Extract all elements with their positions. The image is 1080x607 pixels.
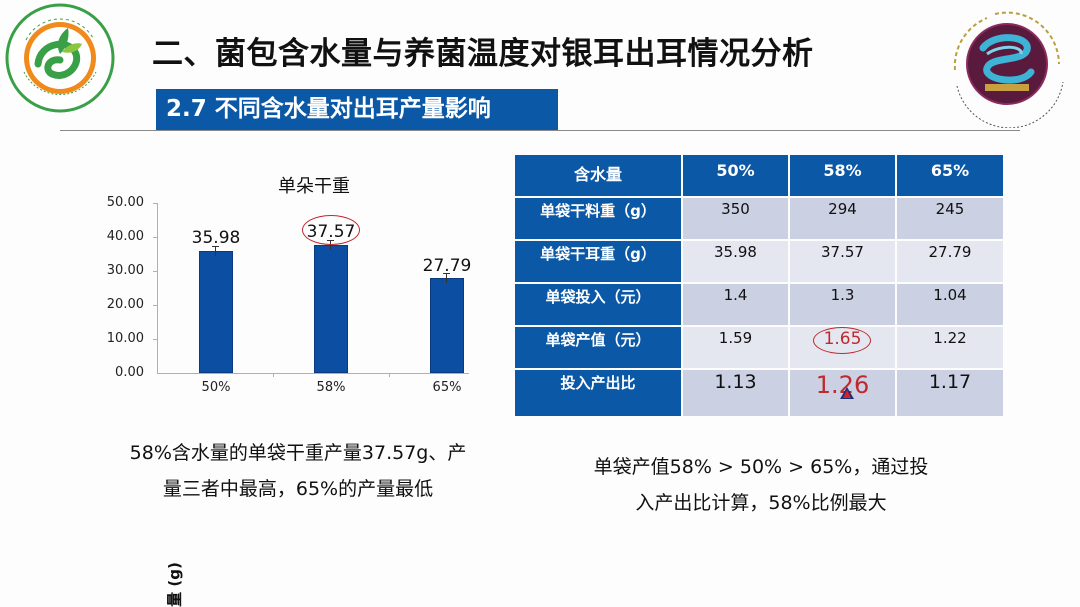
section-banner: 2.7 不同含水量对出耳产量影响: [156, 89, 558, 130]
divider: [60, 130, 1020, 131]
table-cell: 1.22: [897, 327, 1003, 368]
right-caption-line: 单袋产值58% > 50% > 65%，通过投: [593, 456, 929, 478]
table-header-cell: 65%: [897, 155, 1003, 196]
right-caption-line: 入产出比计算，58%比例最大: [635, 492, 887, 514]
error-cap: [443, 273, 450, 274]
y-tick: 0.00: [115, 365, 144, 380]
table-header-cell: 58%: [790, 155, 895, 196]
conference-logo: [935, 6, 1075, 129]
table-row-label: 单袋产值（元）: [515, 327, 681, 368]
error-bar: [446, 273, 447, 283]
bar-65: [430, 278, 464, 373]
right-caption: 单袋产值58% > 50% > 65%，通过投 入产出比计算，58%比例最大: [552, 449, 970, 521]
error-bar: [215, 246, 216, 256]
y-tick-mark: [153, 237, 157, 238]
highlight-ellipse: [302, 215, 360, 245]
error-bar: [330, 240, 331, 250]
table-cell: 35.98: [683, 241, 788, 282]
bar-value-label: 35.98: [191, 228, 241, 248]
table-cell: 1.13: [683, 370, 788, 416]
table-cell: 294: [790, 198, 895, 239]
error-cap: [212, 246, 219, 247]
bar-50: [199, 251, 233, 373]
y-tick-mark: [153, 203, 157, 204]
table-cell: 1.17: [897, 370, 1003, 416]
left-caption: 58%含水量的单袋干重产量37.57g、产 量三者中最高，65%的产量最低: [88, 435, 508, 507]
table-cell: 245: [897, 198, 1003, 239]
x-tick-mark: [273, 373, 274, 377]
triangle-marker-fill: [843, 390, 851, 398]
highlight-ellipse: [813, 327, 871, 354]
table-cell: 1.59: [683, 327, 788, 368]
y-tick: 30.00: [106, 263, 144, 278]
y-tick: 10.00: [106, 331, 144, 346]
table-row-label: 单袋干耳重（g）: [515, 241, 681, 282]
y-tick: 40.00: [106, 229, 144, 244]
y-axis-label: 重量 (g): [165, 562, 184, 607]
x-axis: [157, 373, 469, 374]
y-tick: 20.00: [106, 297, 144, 312]
page-title: 二、菌包含水量与养菌温度对银耳出耳情况分析: [152, 36, 814, 72]
x-tick-mark: [389, 373, 390, 377]
table-cell: 1.4: [683, 284, 788, 325]
table-cell: 37.57: [790, 241, 895, 282]
table-cell: 1.04: [897, 284, 1003, 325]
bar-value-label: 27.79: [422, 256, 472, 276]
y-tick-mark: [153, 271, 157, 272]
x-tick-label: 65%: [432, 380, 462, 395]
y-tick: 50.00: [106, 195, 144, 210]
bar-58: [314, 245, 348, 373]
y-tick-mark: [153, 305, 157, 306]
x-tick-label: 50%: [201, 380, 231, 395]
table-cell: 27.79: [897, 241, 1003, 282]
table-header-cell: 含水量: [515, 155, 681, 196]
y-tick-mark: [153, 339, 157, 340]
x-tick-label: 58%: [316, 380, 346, 395]
university-logo: [4, 2, 116, 114]
chart-title: 单朵干重: [278, 176, 350, 197]
left-caption-line: 58%含水量的单袋干重产量37.57g、产: [129, 442, 467, 464]
table-cell: 350: [683, 198, 788, 239]
table-row-label: 单袋干料重（g）: [515, 198, 681, 239]
table-row-label: 单袋投入（元）: [515, 284, 681, 325]
table-header-cell: 50%: [683, 155, 788, 196]
table-row-label: 投入产出比: [515, 370, 681, 416]
y-axis: [157, 203, 158, 374]
left-caption-line: 量三者中最高，65%的产量最低: [162, 478, 434, 500]
table-cell: 1.3: [790, 284, 895, 325]
